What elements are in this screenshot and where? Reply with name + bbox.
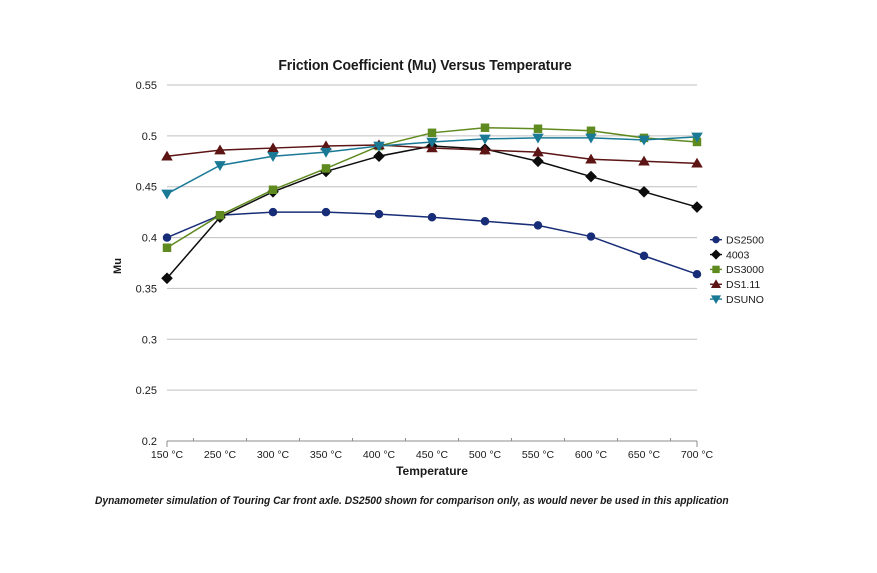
svg-text:DS2500: DS2500 bbox=[726, 234, 764, 246]
svg-text:150 °C: 150 °C bbox=[151, 449, 184, 461]
svg-text:300 °C: 300 °C bbox=[257, 449, 290, 461]
svg-text:450 °C: 450 °C bbox=[416, 449, 449, 461]
svg-text:DS1.11: DS1.11 bbox=[726, 279, 760, 291]
svg-text:0.3: 0.3 bbox=[142, 334, 157, 346]
svg-text:0.2: 0.2 bbox=[142, 436, 157, 448]
svg-text:DSUNO: DSUNO bbox=[726, 294, 764, 306]
svg-text:250 °C: 250 °C bbox=[204, 449, 237, 461]
svg-text:DS3000: DS3000 bbox=[726, 264, 764, 276]
svg-text:600 °C: 600 °C bbox=[575, 449, 608, 461]
svg-text:0.4: 0.4 bbox=[142, 233, 157, 245]
svg-text:550 °C: 550 °C bbox=[522, 449, 555, 461]
svg-text:0.35: 0.35 bbox=[136, 283, 157, 295]
svg-text:0.5: 0.5 bbox=[142, 131, 157, 143]
svg-text:Temperature: Temperature bbox=[396, 464, 468, 478]
svg-text:650 °C: 650 °C bbox=[628, 449, 661, 461]
svg-text:400 °C: 400 °C bbox=[363, 449, 396, 461]
svg-text:4003: 4003 bbox=[726, 249, 750, 261]
svg-text:700 °C: 700 °C bbox=[681, 449, 714, 461]
svg-text:0.25: 0.25 bbox=[136, 385, 157, 397]
svg-text:0.55: 0.55 bbox=[136, 80, 157, 92]
svg-text:Mu: Mu bbox=[112, 258, 124, 274]
svg-text:350 °C: 350 °C bbox=[310, 449, 343, 461]
svg-text:0.45: 0.45 bbox=[136, 182, 157, 194]
svg-text:500 °C: 500 °C bbox=[469, 449, 502, 461]
